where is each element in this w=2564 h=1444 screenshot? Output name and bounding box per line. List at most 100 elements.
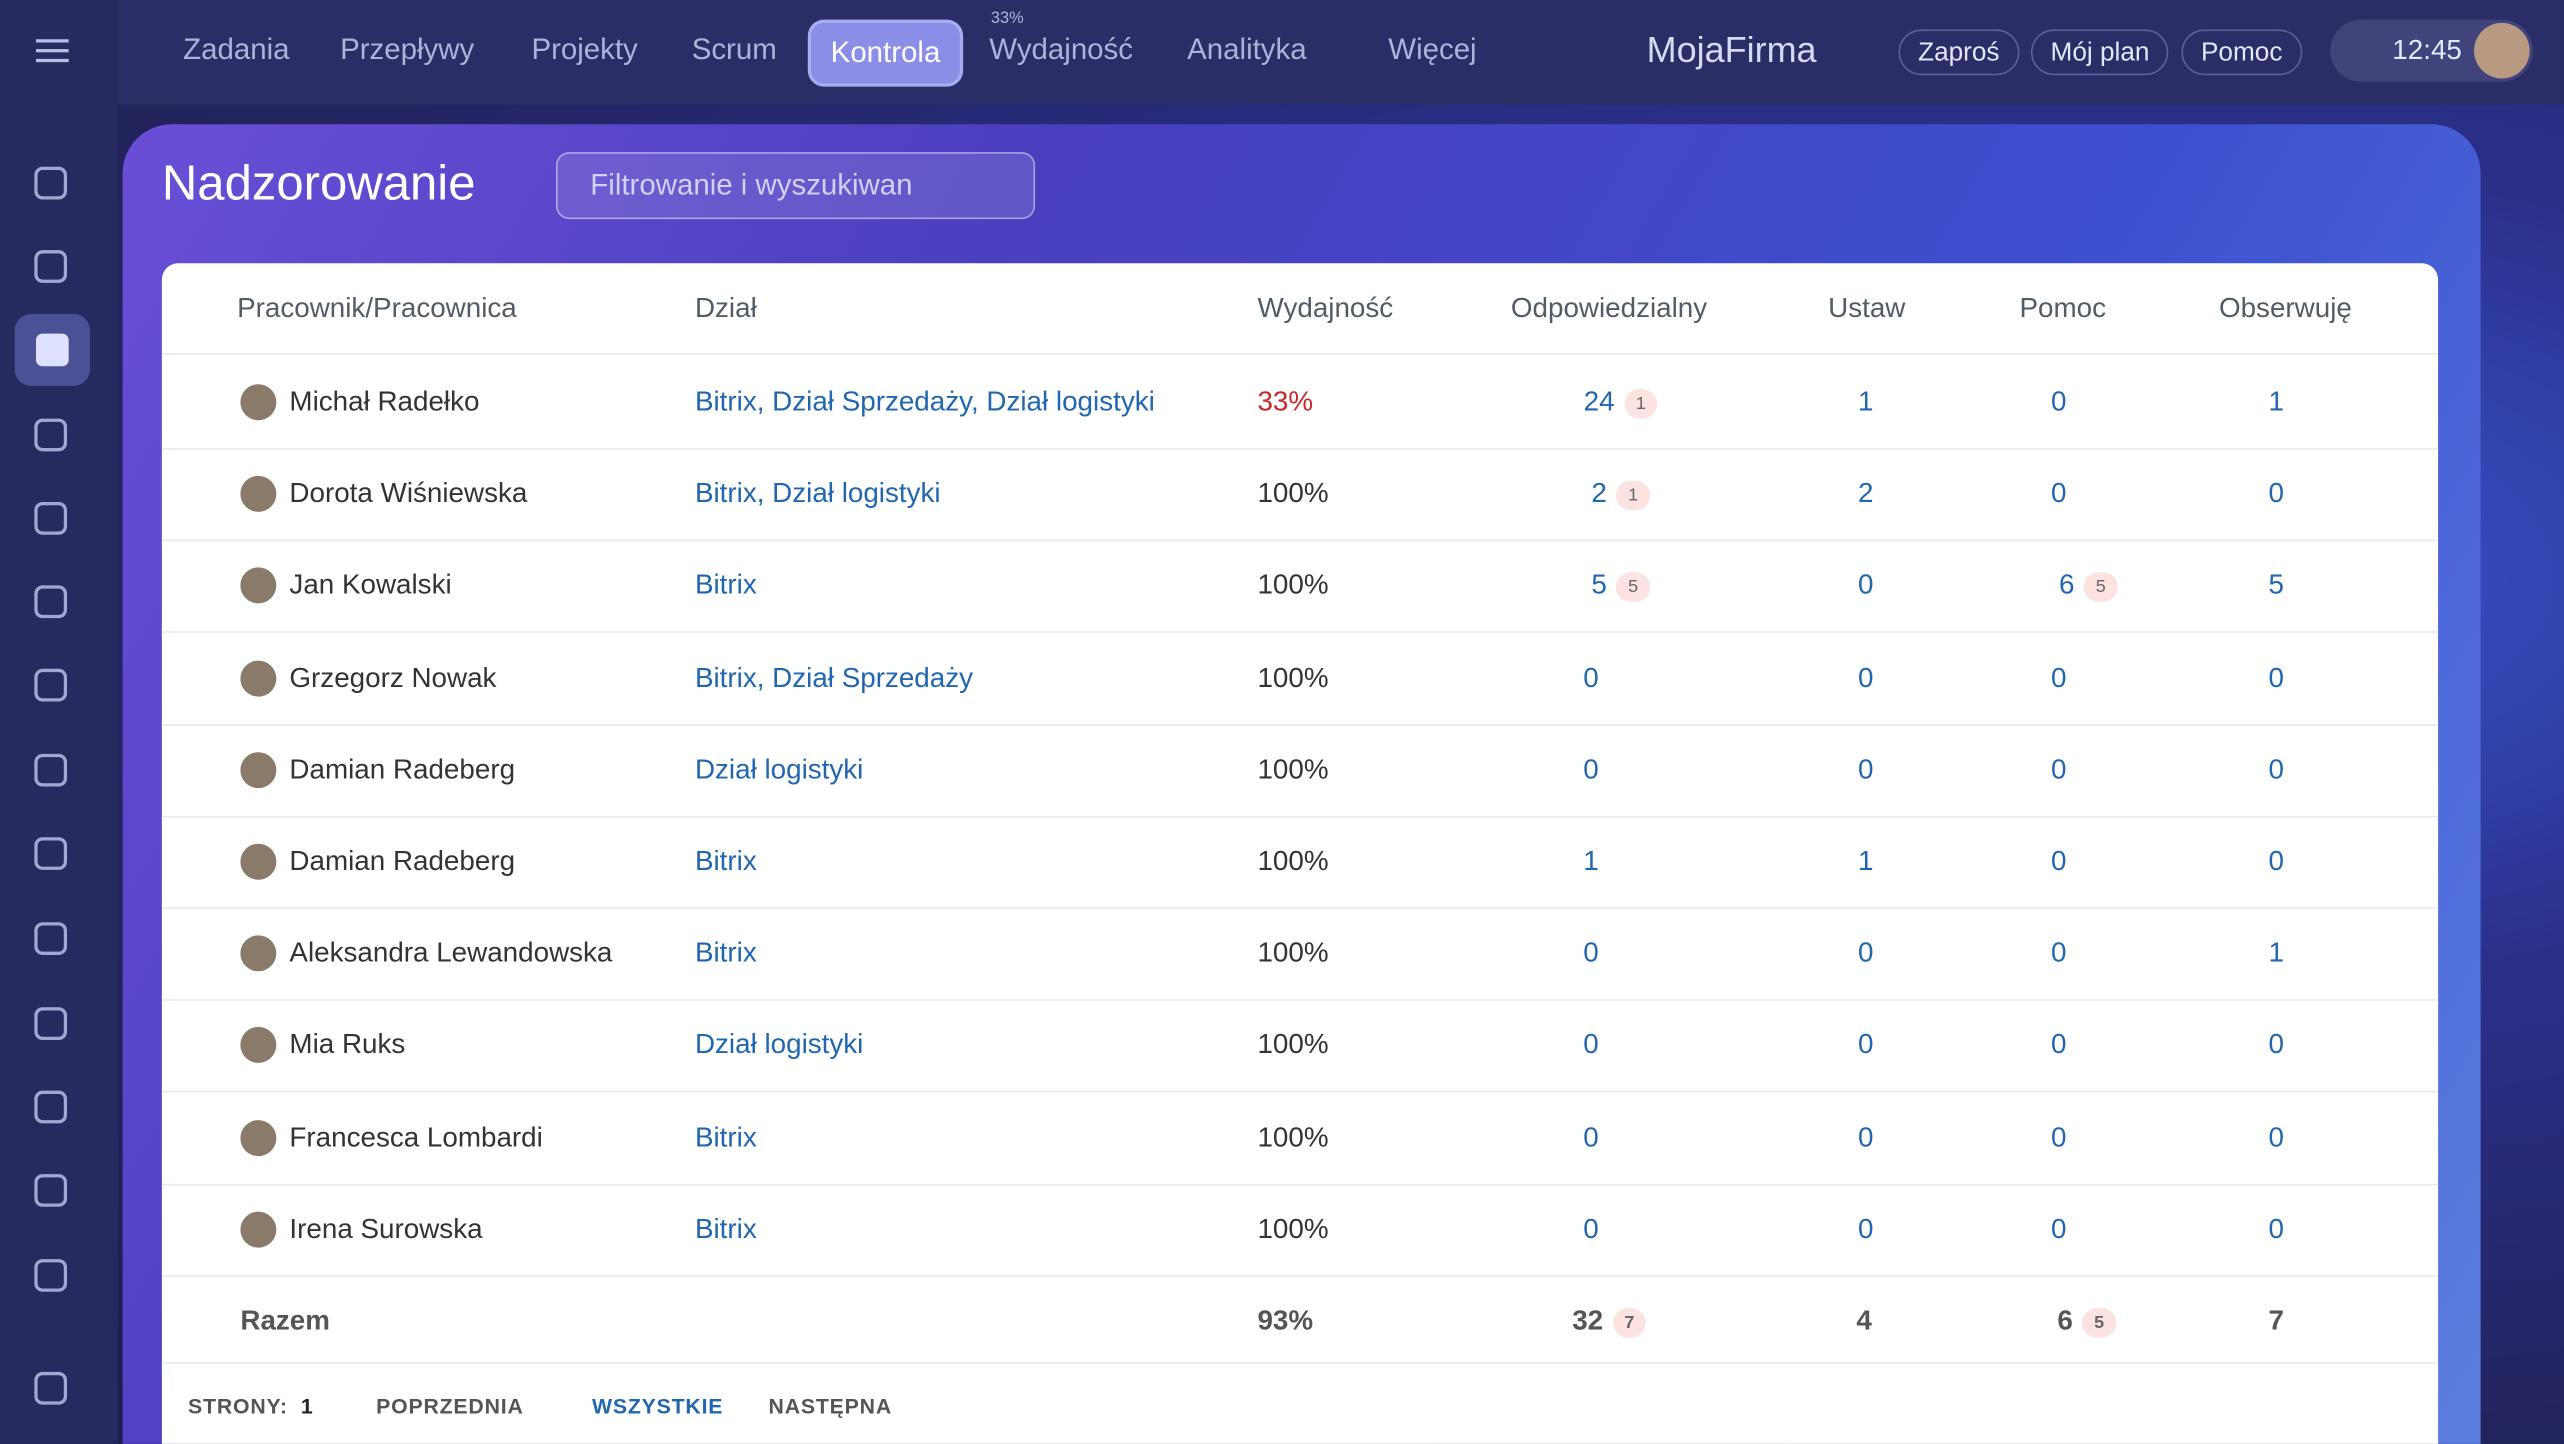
previous-button[interactable]: POPRZEDNIA [376, 1394, 524, 1419]
department[interactable]: Bitrix [694, 1121, 757, 1153]
employee-name[interactable]: Grzegorz Nowak [289, 661, 497, 693]
count-cell[interactable]: 1 [1858, 845, 1873, 878]
count-cell[interactable]: 1 [1858, 386, 1873, 419]
count-cell[interactable]: 1 [1583, 845, 1598, 878]
sidebar-icon[interactable] [34, 922, 68, 955]
sidebar-icon[interactable] [34, 668, 68, 702]
all-button[interactable]: WSZYSTKIE [591, 1394, 724, 1419]
sidebar-icon[interactable] [34, 502, 68, 535]
count-cell[interactable]: 0 [2268, 662, 2283, 695]
count-cell[interactable]: 0 [1858, 1121, 1873, 1154]
employee-name[interactable]: Aleksandra Lewandowska [289, 937, 613, 969]
employee-name[interactable]: Michał Radełko [289, 385, 480, 417]
nav-item[interactable]: Więcej [1388, 32, 1477, 66]
employee-name[interactable]: Damian Radeberg [289, 753, 516, 785]
count-cell[interactable]: 0 [2268, 845, 2283, 878]
nav-item[interactable]: Scrum [691, 32, 777, 66]
sidebar-icon[interactable] [34, 1259, 68, 1292]
nav-item[interactable]: Projekty [531, 32, 638, 66]
count-cell[interactable]: 0 [2051, 386, 2066, 419]
employee-name[interactable]: Damian Radeberg [289, 845, 516, 877]
department[interactable]: Bitrix, Dział Sprzedaży, Dział logistyki [694, 385, 1155, 417]
count-cell[interactable]: 0 [2051, 1029, 2066, 1062]
nav-item[interactable]: Przepływy [340, 32, 475, 66]
sidebar-icon[interactable] [34, 585, 68, 619]
department[interactable]: Bitrix [694, 845, 757, 877]
sidebar-icon[interactable] [34, 418, 68, 452]
count-cell[interactable]: 0 [1583, 1213, 1598, 1246]
next-button[interactable]: NASTĘPNA [768, 1394, 893, 1419]
count-cell[interactable]: 0 [2051, 753, 2066, 786]
count-cell[interactable]: 0 [2051, 845, 2066, 878]
department[interactable]: Bitrix, Dział Sprzedaży [694, 661, 974, 693]
department[interactable]: Dział logistyki [694, 1029, 864, 1061]
row-divider [161, 1275, 2439, 1277]
sidebar-icon[interactable] [34, 250, 68, 283]
nav-item[interactable]: Wydajność [989, 32, 1133, 66]
count-cell[interactable]: 1 [2268, 937, 2283, 970]
employee-name[interactable]: Irena Surowska [289, 1212, 483, 1245]
top-button[interactable]: Zaproś [1898, 29, 2020, 76]
count-cell[interactable]: 0 [1858, 1029, 1873, 1062]
count-cell[interactable]: 0 [1583, 1029, 1598, 1062]
count-cell[interactable]: 0 [2051, 937, 2066, 970]
count-cell[interactable]: 32 7 [1572, 1305, 1646, 1338]
employee-name[interactable]: Francesca Lombardi [289, 1121, 543, 1153]
count-cell[interactable]: 0 [1858, 662, 1873, 695]
menu-button[interactable] [35, 39, 69, 63]
count-cell[interactable]: 0 [1858, 570, 1873, 603]
department[interactable]: Bitrix, Dział logistyki [694, 477, 941, 509]
count: 1 [1583, 845, 1599, 877]
sidebar-icon[interactable] [14, 313, 90, 386]
sidebar-icon[interactable] [34, 753, 68, 787]
department[interactable]: Bitrix [694, 569, 757, 601]
count-cell[interactable]: 1 [2268, 386, 2283, 419]
employee-name[interactable]: Mia Ruks [289, 1029, 406, 1061]
count-cell[interactable]: 0 [2051, 662, 2066, 695]
top-button[interactable]: Mój plan [2030, 29, 2170, 76]
department[interactable]: Bitrix [694, 937, 757, 969]
sidebar-icon[interactable] [34, 1174, 68, 1207]
sidebar-icon[interactable] [34, 1371, 68, 1405]
count-cell[interactable]: 0 [2051, 1121, 2066, 1154]
count-cell[interactable]: 0 [1858, 753, 1873, 786]
sidebar-icon[interactable] [34, 1007, 68, 1040]
clock[interactable]: 12:45 [2330, 19, 2533, 82]
count-cell[interactable]: 5 [2268, 570, 2283, 603]
sidebar-icon[interactable] [34, 166, 68, 200]
count-cell[interactable]: 0 [1583, 662, 1598, 695]
count-cell[interactable]: 0 [1858, 1213, 1873, 1246]
count-cell[interactable]: 0 [2268, 1121, 2283, 1154]
nav-item[interactable]: Analityka [1187, 32, 1307, 66]
sidebar-icon[interactable] [34, 837, 68, 870]
count-cell[interactable]: 4 [1856, 1305, 1871, 1338]
count-cell[interactable]: 0 [2051, 1213, 2066, 1246]
count-cell[interactable]: 2 [1858, 478, 1873, 511]
performance: 100% [1257, 1029, 1329, 1061]
employee-name[interactable]: Jan Kowalski [289, 569, 452, 601]
nav-item[interactable]: Kontrola [807, 19, 964, 87]
department[interactable]: Bitrix [694, 1212, 757, 1245]
count-cell[interactable]: 0 [2268, 753, 2283, 786]
top-button[interactable]: Pomoc [2181, 29, 2303, 76]
nav-item[interactable]: Zadania [183, 32, 290, 66]
count-cell[interactable]: 0 [2268, 478, 2283, 511]
search-input[interactable]: Filtrowanie i wyszukiwan [555, 152, 1036, 220]
count-cell[interactable]: 0 [2268, 1029, 2283, 1062]
employee-name[interactable]: Dorota Wiśniewska [289, 477, 528, 509]
count-cell[interactable]: 0 [1583, 1121, 1598, 1154]
count-cell[interactable]: 7 [2268, 1305, 2283, 1338]
count-cell[interactable]: 24 1 [1584, 386, 1658, 419]
count-cell[interactable]: 0 [1583, 753, 1598, 786]
sidebar-icon[interactable] [34, 1090, 68, 1124]
count-cell[interactable]: 0 [2051, 478, 2066, 511]
department[interactable]: Dział logistyki [694, 753, 864, 785]
count-cell[interactable]: 0 [1583, 937, 1598, 970]
count-cell[interactable]: 0 [2268, 1213, 2283, 1246]
count-cell[interactable]: 0 [1858, 937, 1873, 970]
